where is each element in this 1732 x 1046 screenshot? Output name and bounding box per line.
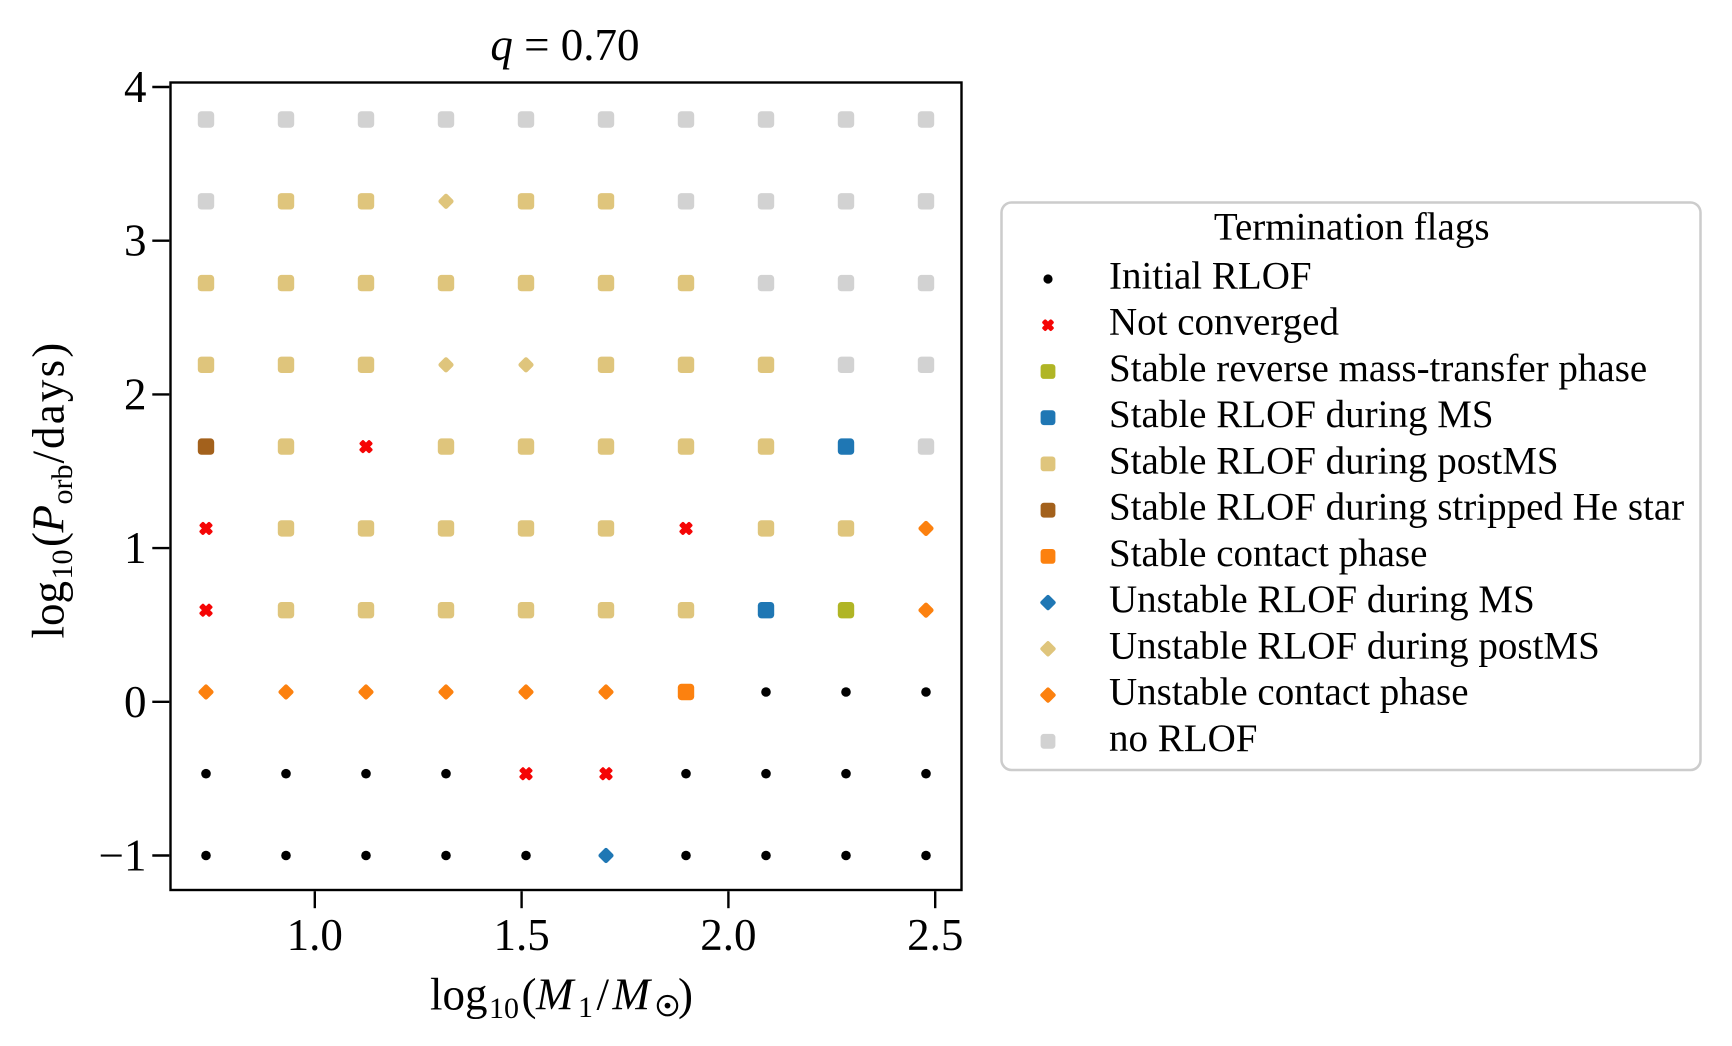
svg-text:2.5: 2.5 [907, 910, 963, 960]
svg-text:Stable contact phase: Stable contact phase [1109, 532, 1427, 575]
svg-text:/: / [597, 970, 610, 1020]
svg-text:10: 10 [46, 550, 79, 580]
svg-text:): ) [678, 970, 693, 1020]
svg-text:3: 3 [124, 216, 147, 266]
svg-text:2.0: 2.0 [700, 910, 756, 960]
svg-text:log: log [24, 581, 74, 639]
svg-text:days): days) [24, 341, 74, 449]
svg-text:Stable reverse mass-transfer p: Stable reverse mass-transfer phase [1109, 347, 1647, 390]
svg-text:Stable RLOF during MS: Stable RLOF during MS [1109, 393, 1494, 436]
svg-text:1.0: 1.0 [287, 910, 343, 960]
svg-text:log: log [430, 970, 488, 1020]
svg-text:Not converged: Not converged [1109, 301, 1339, 344]
svg-text:q = 0.70: q = 0.70 [490, 20, 639, 70]
svg-text:Initial RLOF: Initial RLOF [1109, 255, 1312, 298]
svg-text:Unstable contact phase: Unstable contact phase [1109, 671, 1469, 714]
svg-text:(: ( [24, 532, 74, 547]
svg-text:orb: orb [46, 465, 79, 505]
svg-text:1: 1 [578, 991, 593, 1024]
svg-text:Unstable RLOF during MS: Unstable RLOF during MS [1109, 578, 1535, 621]
svg-text:no RLOF: no RLOF [1109, 717, 1257, 760]
svg-text:P: P [24, 505, 74, 534]
svg-text:Stable RLOF during postMS: Stable RLOF during postMS [1109, 439, 1559, 482]
svg-text:2: 2 [124, 369, 147, 419]
svg-text:1.5: 1.5 [493, 910, 549, 960]
svg-text:M: M [612, 970, 653, 1020]
svg-text:/: / [24, 451, 74, 464]
svg-text:M: M [535, 970, 576, 1020]
svg-text:Stable RLOF during stripped He: Stable RLOF during stripped He star [1109, 486, 1684, 529]
svg-text:Unstable RLOF during postMS: Unstable RLOF during postMS [1109, 624, 1600, 667]
svg-text:1: 1 [124, 523, 147, 573]
svg-text:0: 0 [124, 677, 147, 727]
svg-text:4: 4 [124, 62, 147, 112]
svg-text:10: 10 [489, 992, 519, 1025]
svg-text:Termination flags: Termination flags [1214, 206, 1490, 249]
svg-text:−1: −1 [99, 831, 147, 881]
svg-text:(: ( [522, 970, 537, 1020]
